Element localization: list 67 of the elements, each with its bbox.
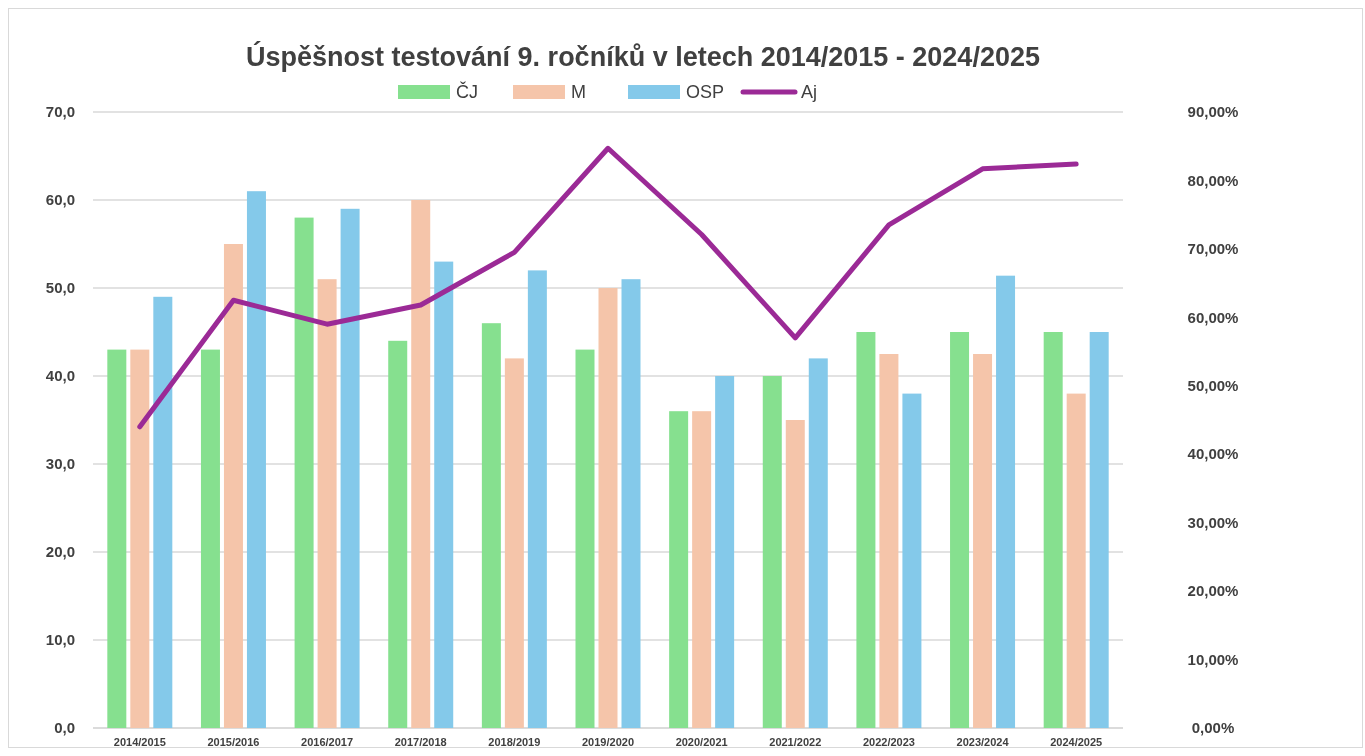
bar	[598, 288, 618, 728]
bar	[130, 349, 150, 728]
bar	[527, 270, 547, 728]
y2-tick-label: 40,00%	[1187, 445, 1239, 463]
bar	[692, 411, 712, 728]
bar	[246, 191, 266, 728]
bar	[504, 358, 524, 728]
y2-tick-label: 50,00%	[1187, 377, 1239, 395]
bar	[1043, 332, 1063, 728]
bar	[200, 349, 220, 728]
bar	[621, 279, 641, 728]
y-tick-label: 40,0	[45, 367, 75, 385]
y-tick-label: 50,0	[45, 279, 75, 297]
x-tick-label: 2016/2017	[301, 736, 354, 748]
x-tick-label: 2020/2021	[675, 736, 728, 748]
bar	[434, 261, 454, 728]
bar	[785, 420, 805, 728]
legend-label: ČJ	[456, 80, 478, 102]
x-tick-label: 2023/2024	[956, 736, 1010, 748]
y2-tick-label: 20,00%	[1187, 582, 1239, 600]
y2-tick-label: 70,00%	[1187, 240, 1239, 258]
y2-tick-label: 0,00%	[1191, 719, 1235, 737]
x-tick-label: 2015/2016	[207, 736, 260, 748]
bar	[902, 393, 922, 728]
bar	[411, 200, 431, 728]
x-tick-label: 2019/2020	[582, 736, 634, 748]
x-tick-label: 2021/2022	[769, 736, 822, 748]
bar	[1089, 332, 1109, 728]
bar	[973, 354, 993, 728]
y2-tick-label: 80,00%	[1187, 171, 1239, 189]
bar	[856, 332, 876, 728]
y-tick-label: 30,0	[45, 455, 75, 473]
x-tick-label: 2014/2015	[113, 736, 166, 748]
y-tick-label: 20,0	[45, 543, 75, 561]
y-tick-label: 10,0	[45, 631, 75, 649]
bar	[808, 358, 828, 728]
bar	[762, 376, 782, 728]
y2-tick-label: 10,00%	[1187, 650, 1239, 668]
bar	[153, 296, 173, 728]
bar	[388, 340, 408, 728]
bar	[107, 349, 127, 728]
x-tick-label: 2018/2019	[488, 736, 541, 748]
bar	[950, 332, 970, 728]
bar	[317, 279, 337, 728]
legend-label: M	[571, 81, 586, 102]
legend-label: Aj	[801, 81, 818, 102]
x-tick-label: 2022/2023	[862, 736, 915, 748]
bar	[340, 208, 360, 728]
bar	[996, 275, 1016, 728]
bar	[294, 217, 314, 728]
y2-tick-label: 30,00%	[1187, 513, 1239, 531]
bar	[1066, 393, 1086, 728]
y2-tick-label: 90,00%	[1187, 103, 1239, 121]
bar	[223, 244, 243, 728]
bar	[669, 411, 689, 728]
legend-label: OSP	[686, 81, 725, 102]
x-tick-label: 2024/2025	[1050, 736, 1103, 748]
x-tick-label: 2017/2018	[394, 736, 447, 748]
y-tick-label: 70,0	[45, 103, 75, 121]
y-tick-label: 60,0	[45, 191, 75, 209]
y-tick-label: 0,0	[54, 719, 75, 737]
bar	[879, 354, 899, 728]
y2-tick-label: 60,00%	[1187, 308, 1239, 326]
bar	[715, 376, 735, 728]
bar	[575, 349, 595, 728]
chart-title: Úspěšnost testování 9. ročníků v letech 2014/2015 - 2024/2025	[246, 41, 1040, 72]
bar	[481, 323, 501, 728]
